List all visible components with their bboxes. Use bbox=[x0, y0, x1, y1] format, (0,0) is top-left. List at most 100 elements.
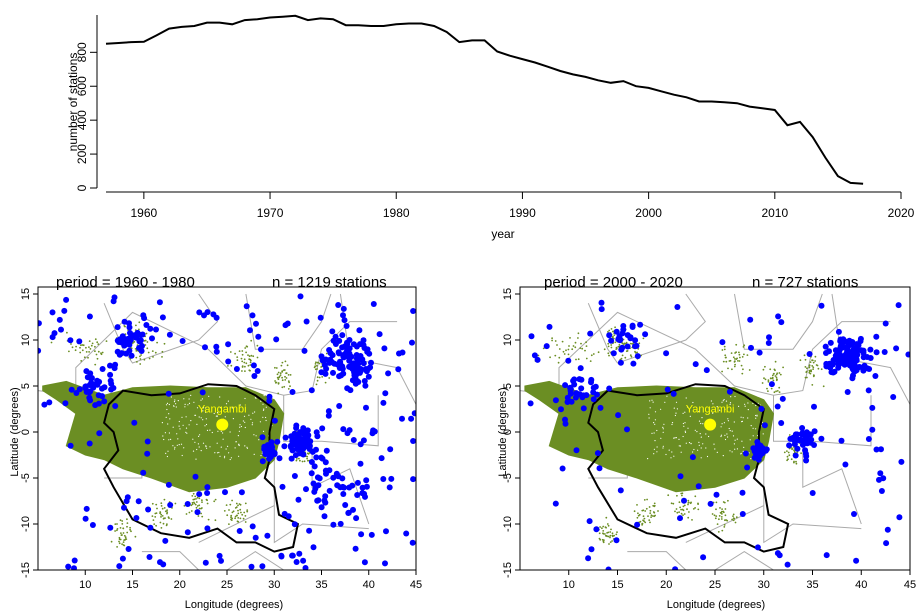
station-point bbox=[254, 368, 261, 374]
station-point bbox=[336, 337, 343, 344]
forest-patch bbox=[163, 507, 166, 509]
forest-patch bbox=[813, 374, 815, 377]
forest-gap bbox=[736, 448, 739, 450]
station-point bbox=[396, 350, 402, 357]
station-point bbox=[877, 470, 884, 477]
forest-gap bbox=[678, 445, 680, 447]
station-point bbox=[339, 344, 346, 351]
station-point bbox=[850, 372, 856, 379]
forest-gap bbox=[684, 422, 686, 424]
forest-gap bbox=[740, 416, 742, 418]
station-point bbox=[322, 499, 329, 506]
forest-patch bbox=[250, 354, 253, 357]
station-point bbox=[107, 362, 113, 369]
forest-gap bbox=[742, 417, 744, 419]
forest-patch bbox=[283, 385, 286, 388]
forest-patch bbox=[321, 376, 324, 378]
forest-gap bbox=[744, 405, 746, 407]
forest-gap bbox=[741, 440, 743, 442]
station-point bbox=[119, 555, 126, 562]
forest-patch bbox=[160, 502, 163, 505]
forest-gap bbox=[227, 445, 229, 447]
forest-patch bbox=[88, 346, 90, 348]
y-tick-label: 0 bbox=[20, 429, 32, 435]
station-point bbox=[410, 476, 416, 483]
forest-gap bbox=[218, 451, 220, 454]
station-point bbox=[613, 328, 620, 335]
forest-patch bbox=[563, 353, 566, 355]
x-tick-label: 20 bbox=[660, 579, 672, 591]
forest-patch bbox=[160, 513, 163, 516]
station-point bbox=[301, 347, 308, 354]
station-point bbox=[114, 348, 121, 355]
forest-patch bbox=[246, 509, 249, 511]
forest-patch bbox=[120, 532, 122, 534]
forest-patch bbox=[738, 360, 741, 362]
station-point bbox=[108, 386, 115, 393]
forest-gap bbox=[230, 457, 232, 459]
forest-patch bbox=[161, 356, 163, 358]
forest-patch bbox=[256, 356, 259, 359]
station-point bbox=[809, 490, 816, 496]
station-point bbox=[328, 359, 335, 365]
station-point bbox=[86, 440, 93, 447]
forest-patch bbox=[775, 379, 778, 382]
station-point bbox=[370, 301, 377, 307]
forest-patch bbox=[126, 518, 128, 521]
forest-patch bbox=[788, 454, 791, 457]
forest-patch bbox=[631, 343, 633, 345]
forest-gap bbox=[674, 437, 676, 439]
station-point bbox=[313, 446, 319, 453]
forest-patch bbox=[589, 360, 592, 362]
forest-gap bbox=[258, 439, 260, 441]
forest-gap bbox=[208, 395, 210, 397]
forest-patch bbox=[247, 354, 249, 356]
forest-gap bbox=[716, 406, 718, 408]
station-point bbox=[342, 502, 349, 508]
forest-patch bbox=[690, 501, 692, 504]
forest-gap bbox=[190, 420, 192, 422]
forest-gap bbox=[229, 431, 231, 433]
forest-patch bbox=[85, 346, 87, 349]
forest-gap bbox=[690, 442, 692, 445]
station-point bbox=[677, 473, 684, 480]
forest-patch bbox=[166, 512, 168, 515]
forest-patch bbox=[720, 516, 723, 518]
forest-patch bbox=[725, 360, 728, 363]
forest-patch bbox=[624, 356, 627, 359]
station-point bbox=[126, 335, 133, 342]
forest-patch bbox=[557, 361, 560, 364]
forest-patch bbox=[714, 517, 717, 520]
forest-patch bbox=[604, 533, 606, 535]
forest-patch bbox=[678, 511, 680, 513]
station-point bbox=[403, 530, 410, 537]
station-point bbox=[798, 431, 805, 438]
station-point bbox=[71, 557, 78, 564]
forest-patch bbox=[243, 511, 246, 514]
station-point bbox=[873, 349, 880, 356]
forest-gap bbox=[689, 415, 691, 417]
forest-patch bbox=[607, 342, 610, 345]
forest-gap bbox=[165, 416, 167, 418]
forest-patch bbox=[146, 347, 149, 350]
forest-patch bbox=[285, 372, 288, 374]
station-point bbox=[890, 394, 897, 400]
forest-gap bbox=[698, 420, 701, 422]
x-tick-label: 35 bbox=[315, 579, 327, 591]
forest-patch bbox=[779, 373, 782, 376]
forest-gap bbox=[701, 417, 703, 419]
forest-patch bbox=[602, 530, 605, 532]
forest-gap bbox=[749, 439, 751, 441]
forest-patch bbox=[123, 539, 125, 541]
station-point bbox=[689, 454, 696, 461]
station-point bbox=[323, 447, 330, 454]
station-point bbox=[165, 390, 172, 397]
forest-patch bbox=[808, 364, 811, 367]
forest-gap bbox=[220, 446, 222, 448]
forest-gap bbox=[752, 427, 754, 429]
station-point bbox=[726, 388, 733, 395]
forest-gap bbox=[183, 447, 185, 449]
forest-gap bbox=[169, 418, 171, 420]
forest-patch bbox=[776, 372, 779, 375]
forest-patch bbox=[237, 504, 239, 507]
